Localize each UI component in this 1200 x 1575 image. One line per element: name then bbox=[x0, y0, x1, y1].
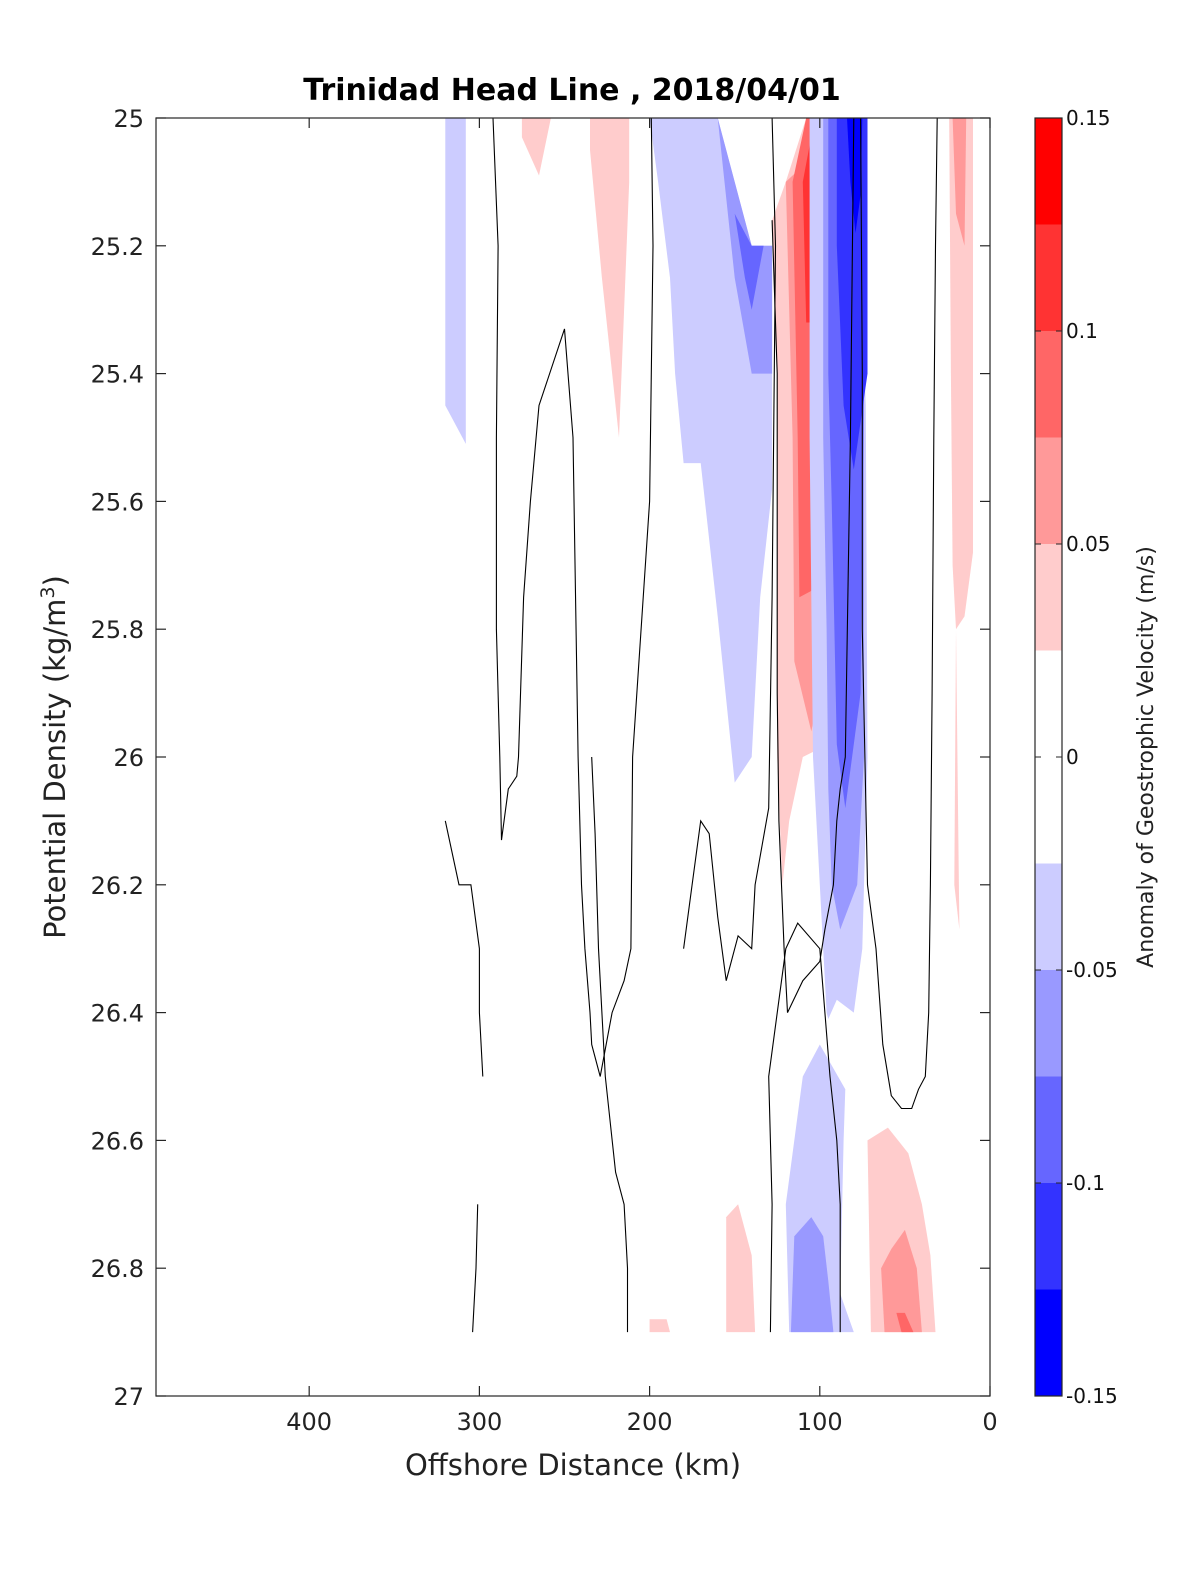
zero-contour-lines bbox=[444, 118, 938, 1333]
filled-contours bbox=[445, 118, 973, 1333]
y-tick-label-5: 26 bbox=[113, 744, 144, 772]
y-tick-label-4: 25.8 bbox=[91, 616, 144, 644]
chart-title: Trinidad Head Line , 2018/04/01 bbox=[303, 73, 840, 108]
contour-fill-0 bbox=[445, 118, 466, 444]
contour-fill-1 bbox=[521, 118, 551, 176]
y-axis-label: Potential Density (kg/m3) bbox=[37, 575, 72, 939]
x-axis-ticks: 400 300 200 100 0 bbox=[286, 118, 998, 1436]
x-tick-label-4: 0 bbox=[982, 1408, 997, 1436]
contour-fill-16 bbox=[952, 118, 967, 246]
contour-fill-15 bbox=[949, 118, 973, 630]
y-tick-label-0: 25 bbox=[113, 105, 144, 133]
colorbar: 0.15 0.1 0.05 0 -0.05 -0.1 -0.15 bbox=[1034, 106, 1118, 1408]
x-tick-label-2: 200 bbox=[627, 1408, 673, 1436]
y-tick-label-2: 25.4 bbox=[91, 361, 144, 389]
y-axis-ticks: 25 25.2 25.4 25.6 25.8 26 26.2 26.4 26.6 26.8 27 bbox=[91, 105, 990, 1411]
colorbar-tick-label-5: -0.1 bbox=[1066, 1171, 1105, 1195]
colorbar-tick-label-4: -0.05 bbox=[1066, 958, 1118, 982]
contour-fill-23 bbox=[726, 1204, 756, 1333]
colorbar-label: Anomaly of Geostrophic Velocity (m/s) bbox=[1134, 546, 1159, 968]
x-tick-label-1: 300 bbox=[456, 1408, 502, 1436]
colorbar-segment-2 bbox=[1035, 331, 1062, 438]
colorbar-segment-0 bbox=[1035, 118, 1062, 225]
colorbar-segment-3 bbox=[1035, 437, 1062, 544]
colorbar-segment-10 bbox=[1035, 1289, 1062, 1396]
colorbar-tick-label-0: 0.15 bbox=[1066, 106, 1111, 130]
x-axis-label: Offshore Distance (km) bbox=[405, 1448, 741, 1482]
contour-fill-14 bbox=[847, 118, 863, 233]
contour-fill-2 bbox=[590, 118, 630, 438]
colorbar-segment-8 bbox=[1035, 1076, 1062, 1183]
contour-fill-5 bbox=[734, 213, 764, 310]
zero-contour-2 bbox=[472, 1204, 479, 1333]
colorbar-segment-6 bbox=[1035, 863, 1062, 970]
contour-fill-21 bbox=[881, 1229, 922, 1333]
y-tick-label-10: 27 bbox=[113, 1383, 144, 1411]
y-tick-label-1: 25.2 bbox=[91, 233, 144, 261]
colorbar-tick-label-1: 0.1 bbox=[1066, 319, 1098, 343]
x-tick-label-3: 100 bbox=[797, 1408, 843, 1436]
contour-fill-19 bbox=[790, 1217, 834, 1333]
colorbar-tick-label-2: 0.05 bbox=[1066, 532, 1111, 556]
y-tick-label-8: 26.6 bbox=[91, 1127, 144, 1155]
colorbar-tick-label-6: -0.15 bbox=[1066, 1384, 1118, 1408]
colorbar-tick-label-3: 0 bbox=[1066, 745, 1079, 769]
colorbar-segment-4 bbox=[1035, 544, 1062, 651]
zero-contour-1 bbox=[444, 820, 484, 1077]
y-tick-label-6: 26.2 bbox=[91, 872, 144, 900]
colorbar-segment-1 bbox=[1035, 224, 1062, 331]
zero-contour-3 bbox=[771, 118, 855, 1013]
zero-contour-6 bbox=[768, 922, 841, 1333]
zero-contour-4 bbox=[683, 118, 777, 981]
colorbar-segment-7 bbox=[1035, 970, 1062, 1077]
y-tick-label-3: 25.6 bbox=[91, 488, 144, 516]
y-tick-label-9: 26.8 bbox=[91, 1255, 144, 1283]
contour-fill-24 bbox=[649, 1319, 670, 1333]
contour-fill-17 bbox=[954, 629, 960, 930]
contour-fill-22 bbox=[896, 1312, 914, 1333]
zero-contour-7 bbox=[591, 756, 629, 1333]
y-tick-label-7: 26.4 bbox=[91, 1000, 144, 1028]
colorbar-segment-9 bbox=[1035, 1183, 1062, 1290]
x-tick-label-0: 400 bbox=[286, 1408, 332, 1436]
zero-contour-5 bbox=[860, 118, 938, 1110]
zero-contour-0 bbox=[492, 118, 654, 1077]
